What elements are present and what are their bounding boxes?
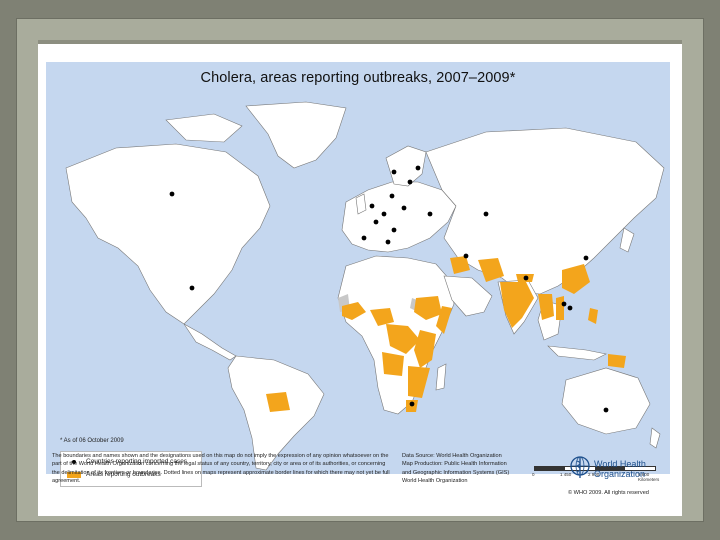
dot-japan	[583, 255, 589, 261]
as-of-note: * As of 06 October 2009	[60, 438, 124, 444]
world-map-svg	[46, 98, 670, 474]
title-banner: Cholera, areas reporting outbreaks, 2007…	[46, 62, 670, 98]
outbreak-vietnam	[556, 296, 564, 320]
outbreak-southeast-africa	[408, 366, 430, 398]
data-source: Data Source: World Health Organization M…	[402, 452, 562, 485]
land-australia	[561, 367, 651, 435]
who-name-line-2: Organization	[594, 469, 646, 479]
land-arctic-islands	[165, 113, 243, 143]
data-source-line-4: World Health Organization	[402, 477, 468, 484]
legend: Countries reporting imported cases Areas…	[60, 451, 202, 487]
land-japan	[619, 227, 635, 253]
slide: Cholera, areas reporting outbreaks, 2007…	[38, 44, 682, 516]
dot-australia	[603, 407, 609, 413]
land-north-america	[65, 143, 271, 325]
land-new-zealand	[649, 427, 661, 449]
outbreak-west-africa	[342, 302, 366, 320]
outbreak-afghanistan-pakistan	[478, 258, 504, 282]
dot-netherlands	[373, 219, 379, 225]
imported-case-dots	[169, 165, 609, 413]
dot-iran	[463, 253, 469, 259]
imported-dot-icon	[72, 459, 76, 464]
dot-kazakhstan	[483, 211, 489, 217]
who-logo: World Health Organization	[568, 454, 678, 494]
land-madagascar	[435, 363, 447, 391]
scale-bar: 0 1 450 2 900 5 800 Kilometers	[520, 466, 670, 486]
outbreak-philippines	[588, 308, 598, 324]
data-source-line-2: Map Production: Public Health Informatio…	[402, 461, 507, 468]
map-title: Cholera, areas reporting outbreaks, 2007…	[200, 70, 516, 86]
dot-malaysia	[561, 301, 567, 307]
who-emblem-icon	[570, 456, 590, 478]
outbreak-somalia	[436, 306, 452, 334]
who-name: World Health Organization	[594, 459, 646, 479]
dot-russia	[427, 211, 433, 217]
land-indonesia	[547, 345, 607, 361]
copyright: © WHO 2009. All rights reserved	[568, 490, 649, 496]
outbreak-swatch-icon	[67, 471, 81, 478]
world-map: * As of 06 October 2009 Countries report…	[46, 98, 670, 487]
dot-italy	[385, 239, 391, 245]
dot-canada	[169, 191, 175, 197]
dot-usa	[189, 285, 195, 291]
dot-china	[523, 275, 529, 281]
land-central-america	[183, 323, 237, 361]
dot-finland	[415, 165, 421, 171]
legend-item-imported: Countries reporting imported cases	[67, 458, 187, 465]
outbreak-iraq	[450, 256, 470, 274]
outbreak-nigeria	[370, 308, 394, 326]
legend-label-outbreak: Areas reporting outbreaks	[86, 471, 161, 478]
outbreak-angola	[382, 352, 404, 376]
dot-poland	[401, 205, 407, 211]
dot-spain	[361, 235, 367, 241]
land-greenland	[245, 101, 347, 169]
scale-bar-graphic	[534, 466, 656, 471]
land-south-america	[227, 355, 325, 471]
outbreak-east-africa	[414, 330, 436, 368]
legend-label-imported: Countries reporting imported cases	[86, 458, 188, 465]
outbreak-china	[562, 264, 590, 294]
scale-label-3: 5 800 Kilometers	[638, 472, 660, 482]
dot-south-africa	[409, 401, 415, 407]
dot-austria	[391, 227, 397, 233]
land-scandinavia	[385, 145, 427, 187]
outbreak-areas	[266, 256, 626, 412]
dot-sweden	[407, 179, 413, 185]
disclaimer: The boundaries and names shown and the d…	[52, 453, 390, 484]
outbreak-central-africa	[386, 324, 420, 354]
data-source-line-3: and Geographic Information Systems (GIS)	[402, 469, 510, 476]
dot-germany	[381, 211, 387, 217]
dot-denmark	[389, 193, 395, 199]
data-source-line-1: Data Source: World Health Organization	[402, 453, 502, 459]
dot-singapore	[567, 305, 573, 311]
dot-norway	[391, 169, 397, 175]
outbreak-papua	[608, 354, 626, 368]
who-name-line-1: World Health	[594, 459, 646, 469]
scale-label-2: 2 900	[588, 472, 600, 477]
land-arabia	[443, 275, 493, 317]
scale-label-0: 0	[532, 472, 535, 477]
outbreak-myanmar-thailand	[538, 294, 554, 320]
footer: The boundaries and names shown and the d…	[52, 452, 672, 512]
legend-item-outbreak: Areas reporting outbreaks	[67, 471, 161, 478]
scale-label-1: 1 450	[560, 472, 572, 477]
outbreak-sudan-ethiopia	[414, 296, 442, 320]
dot-uk	[369, 203, 375, 209]
land-uk	[355, 193, 367, 215]
outbreak-india	[500, 282, 534, 328]
outbreak-bolivia	[266, 392, 290, 412]
